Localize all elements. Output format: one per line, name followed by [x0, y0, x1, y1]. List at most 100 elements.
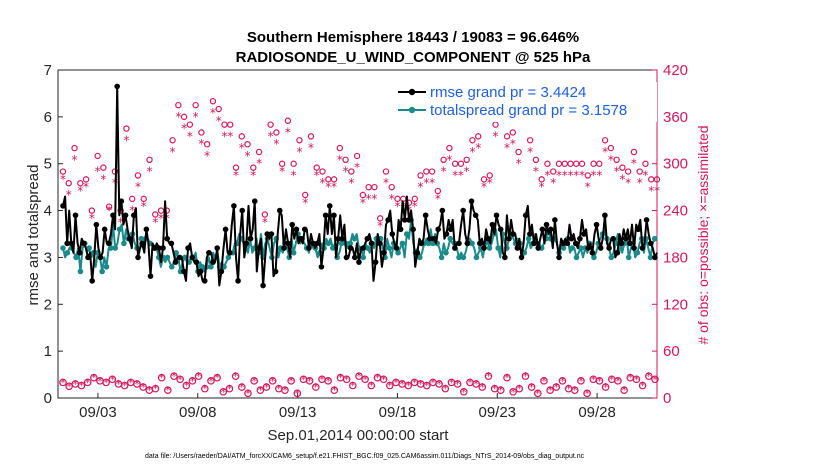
rmse-point — [89, 278, 95, 284]
obs-assimilated-marker: * — [452, 168, 458, 182]
obs-possible-marker — [653, 176, 661, 183]
obs-possible-marker — [215, 105, 222, 113]
obs-possible-low-marker — [102, 378, 110, 387]
obs-assimilated-marker: * — [204, 149, 210, 163]
rmse-point — [581, 231, 587, 237]
rmse-point — [364, 235, 371, 242]
obs-possible-low-marker — [459, 387, 468, 396]
obs-assimilated-marker: * — [314, 168, 320, 182]
rmse-point — [593, 221, 600, 228]
obs-assimilated-marker: * — [320, 176, 326, 190]
y-tick-label-left: 1 — [44, 343, 52, 360]
rmse-point — [156, 245, 162, 251]
obs-assimilated-low-marker: * — [652, 373, 658, 386]
obs-assimilated-low-marker: * — [239, 381, 245, 394]
rmse-point — [639, 245, 646, 251]
rmse-point — [589, 249, 596, 256]
obs-assimilated-marker: * — [187, 129, 193, 143]
rmse-point — [164, 235, 171, 242]
rmse-point — [68, 240, 75, 247]
totalspread-point — [395, 249, 401, 256]
obs-possible-low-marker — [330, 386, 339, 394]
rmse-point — [572, 240, 579, 247]
obs-assimilated-marker: * — [181, 122, 187, 136]
obs-assimilated-marker: * — [152, 215, 158, 229]
rmse-point — [131, 212, 137, 219]
obs-assimilated-marker: * — [516, 157, 522, 171]
rmse-point — [172, 259, 179, 265]
obs-possible-low-marker — [349, 381, 357, 390]
obs-assimilated-low-marker: * — [375, 372, 381, 385]
rmse-point — [347, 245, 354, 251]
obs-possible-marker — [232, 164, 240, 171]
rmse-point — [189, 254, 196, 261]
obs-assimilated-low-marker: * — [258, 384, 264, 397]
obs-assimilated-marker: * — [435, 192, 441, 206]
obs-assimilated-low-marker: * — [486, 370, 492, 383]
obs-assimilated-marker: * — [481, 180, 487, 194]
totalspread-point — [460, 254, 467, 261]
obs-possible-marker — [624, 168, 632, 175]
rmse-point — [60, 203, 66, 209]
totalspread-point — [182, 254, 188, 261]
obs-assimilated-low-marker: * — [313, 381, 319, 394]
rmse-point — [139, 240, 145, 247]
rmse-point — [472, 212, 479, 219]
x-axis-label: Sep.01,2014 00:00:00 start — [268, 427, 450, 444]
totalspread-point — [168, 264, 175, 270]
obs-possible-marker — [221, 121, 228, 128]
obs-possible-low-marker — [404, 381, 413, 390]
obs-assimilated-low-marker: * — [424, 380, 430, 393]
obs-possible-low-marker — [570, 386, 579, 394]
obs-possible-low-marker — [379, 375, 388, 384]
obs-possible-low-marker — [164, 386, 172, 394]
obs-possible-marker — [227, 121, 234, 128]
rmse-point — [468, 198, 475, 204]
totalspread-point — [290, 249, 297, 256]
rmse-point — [418, 240, 425, 247]
totalspread-point — [469, 240, 475, 247]
obs-assimilated-low-marker: * — [196, 370, 202, 383]
obs-possible-low-marker — [182, 381, 191, 390]
rmse-point — [260, 282, 266, 289]
obs-assimilated-low-marker: * — [455, 378, 461, 391]
obs-assimilated-marker: * — [170, 145, 176, 159]
rmse-point — [343, 254, 350, 261]
obs-possible-low-marker — [651, 375, 659, 384]
obs-possible-marker — [140, 195, 147, 203]
rmse-point — [176, 254, 183, 261]
obs-assimilated-low-marker: * — [208, 375, 214, 388]
obs-assimilated-low-marker: * — [584, 387, 590, 400]
totalspread-point — [438, 254, 445, 261]
obs-assimilated-low-marker: * — [147, 384, 153, 397]
rmse-point — [585, 245, 592, 251]
obs-possible-marker — [203, 140, 211, 148]
obs-possible-low-marker — [558, 377, 567, 385]
obs-assimilated-marker: * — [458, 168, 464, 182]
obs-assimilated-marker: * — [464, 165, 470, 179]
obs-possible-low-marker — [244, 389, 252, 398]
rmse-point — [547, 226, 554, 233]
obs-possible-marker — [596, 160, 603, 167]
obs-possible-low-marker — [151, 384, 160, 393]
obs-possible-marker — [209, 98, 217, 105]
obs-assimilated-low-marker: * — [646, 370, 652, 383]
rmse-point — [297, 235, 304, 242]
obs-assimilated-low-marker: * — [153, 383, 159, 396]
rmse-point — [206, 249, 212, 256]
y-tick-label-left: 2 — [44, 296, 52, 313]
rmse-point — [276, 207, 283, 214]
obs-assimilated-low-marker: * — [362, 373, 368, 386]
rmse-point — [256, 245, 262, 251]
obs-possible-marker — [642, 160, 649, 167]
obs-assimilated-low-marker: * — [159, 372, 165, 385]
totalspread-point — [103, 264, 110, 270]
obs-possible-marker — [186, 121, 194, 128]
rmse-point — [597, 245, 604, 251]
obs-assimilated-marker: * — [389, 192, 395, 206]
obs-possible-low-marker — [552, 383, 561, 391]
rmse-point — [243, 240, 250, 247]
obs-possible-low-marker — [256, 386, 265, 394]
obs-possible-marker — [278, 160, 286, 167]
